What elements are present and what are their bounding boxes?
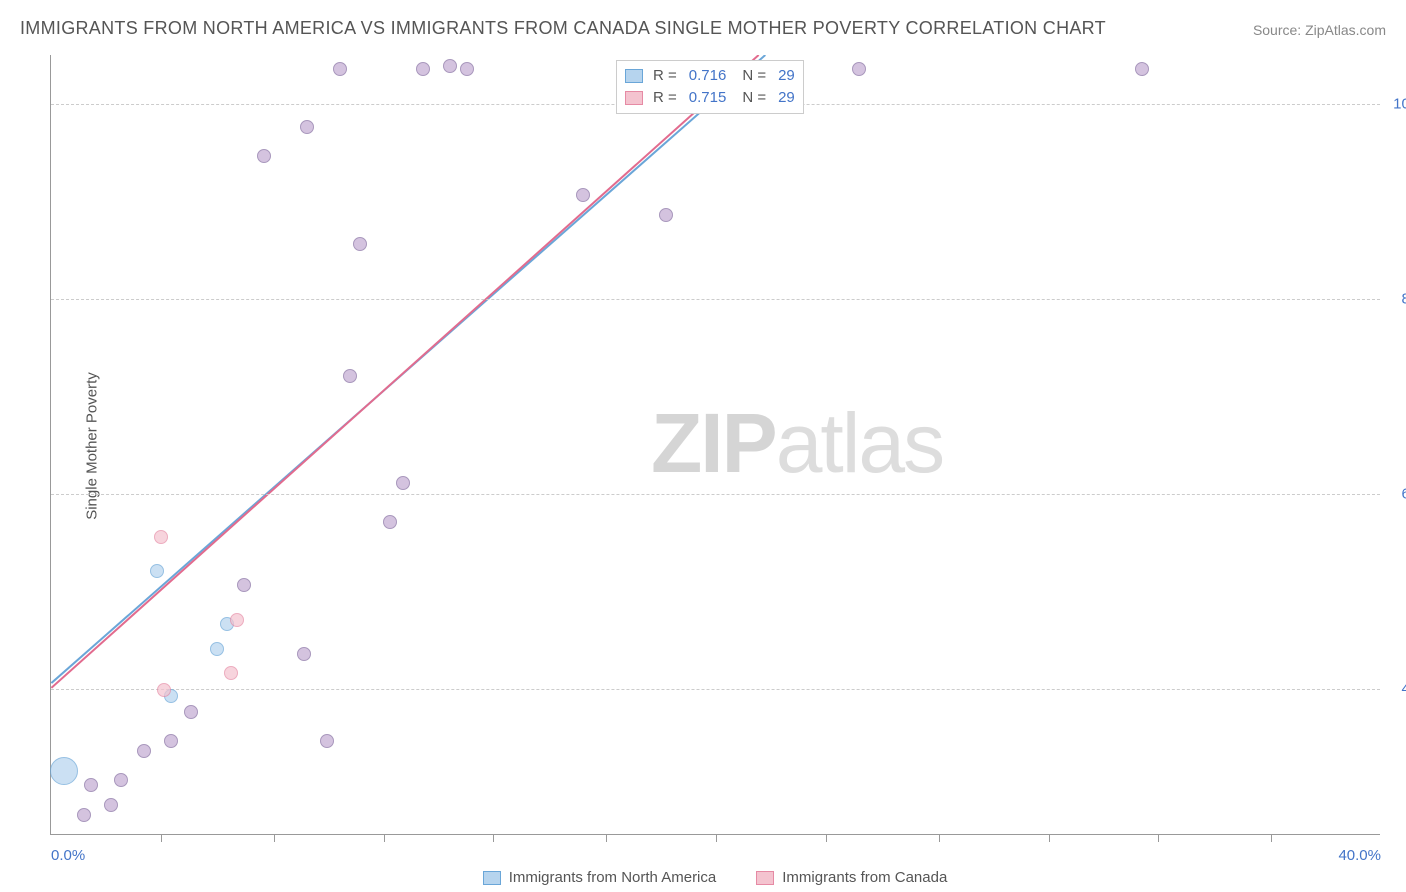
plot-area: ZIPatlas 40.0%60.0%80.0%100.0%0.0%40.0%R… xyxy=(50,55,1380,835)
scatter-point xyxy=(320,734,334,748)
scatter-point xyxy=(383,515,397,529)
n-value: 29 xyxy=(778,87,795,109)
y-tick-label: 100.0% xyxy=(1393,95,1406,112)
grid-h xyxy=(51,299,1380,300)
n-value: 29 xyxy=(778,65,795,87)
scatter-point xyxy=(77,808,91,822)
scatter-point xyxy=(343,369,357,383)
scatter-point xyxy=(184,705,198,719)
scatter-point xyxy=(460,62,474,76)
legend-bottom: Immigrants from North America Immigrants… xyxy=(50,869,1380,886)
n-label: N = xyxy=(742,65,766,87)
x-minor-tick xyxy=(826,834,827,842)
scatter-point xyxy=(257,149,271,163)
legend-bottom-item-1: Immigrants from North America xyxy=(483,869,717,886)
scatter-point xyxy=(852,62,866,76)
scatter-point xyxy=(1135,62,1149,76)
legend-top-row: R = 0.715 N = 29 xyxy=(625,87,795,109)
r-value: 0.716 xyxy=(689,65,727,87)
scatter-point xyxy=(104,798,118,812)
scatter-point xyxy=(237,578,251,592)
x-minor-tick xyxy=(1049,834,1050,842)
scatter-point xyxy=(154,530,168,544)
source-attribution: Source: ZipAtlas.com xyxy=(1253,22,1386,38)
x-minor-tick xyxy=(384,834,385,842)
x-minor-tick xyxy=(939,834,940,842)
scatter-point xyxy=(576,188,590,202)
x-tick-label: 40.0% xyxy=(1338,847,1381,864)
chart-title: IMMIGRANTS FROM NORTH AMERICA VS IMMIGRA… xyxy=(20,18,1106,39)
n-label: N = xyxy=(742,87,766,109)
r-label: R = xyxy=(653,65,677,87)
scatter-point xyxy=(50,757,78,785)
x-minor-tick xyxy=(1158,834,1159,842)
legend-swatch xyxy=(625,69,643,83)
x-minor-tick xyxy=(493,834,494,842)
scatter-point xyxy=(164,734,178,748)
watermark: ZIPatlas xyxy=(651,395,943,492)
x-minor-tick xyxy=(161,834,162,842)
y-tick-label: 60.0% xyxy=(1401,485,1406,502)
legend-label-1: Immigrants from North America xyxy=(509,869,717,886)
scatter-point xyxy=(137,744,151,758)
scatter-point xyxy=(297,647,311,661)
scatter-point xyxy=(150,564,164,578)
legend-top-row: R = 0.716 N = 29 xyxy=(625,65,795,87)
scatter-point xyxy=(333,62,347,76)
scatter-point xyxy=(353,237,367,251)
legend-swatch xyxy=(625,91,643,105)
trend-line xyxy=(51,55,758,688)
scatter-point xyxy=(416,62,430,76)
r-label: R = xyxy=(653,87,677,109)
scatter-point xyxy=(396,476,410,490)
legend-swatch-1 xyxy=(483,871,501,885)
scatter-point xyxy=(300,120,314,134)
scatter-point xyxy=(114,773,128,787)
scatter-point xyxy=(157,683,171,697)
scatter-point xyxy=(230,613,244,627)
y-tick-label: 80.0% xyxy=(1401,290,1406,307)
legend-label-2: Immigrants from Canada xyxy=(782,869,947,886)
x-tick-label: 0.0% xyxy=(51,847,85,864)
scatter-point xyxy=(443,59,457,73)
y-tick-label: 40.0% xyxy=(1401,680,1406,697)
scatter-point xyxy=(224,666,238,680)
scatter-point xyxy=(659,208,673,222)
x-minor-tick xyxy=(606,834,607,842)
watermark-atlas: atlas xyxy=(776,396,943,490)
r-value: 0.715 xyxy=(689,87,727,109)
x-minor-tick xyxy=(1271,834,1272,842)
scatter-point xyxy=(84,778,98,792)
grid-h xyxy=(51,494,1380,495)
trend-lines xyxy=(51,55,1380,834)
scatter-point xyxy=(210,642,224,656)
x-minor-tick xyxy=(274,834,275,842)
grid-h xyxy=(51,689,1380,690)
watermark-zip: ZIP xyxy=(651,396,776,490)
legend-bottom-item-2: Immigrants from Canada xyxy=(756,869,947,886)
legend-top: R = 0.716 N = 29 R = 0.715 N = 29 xyxy=(616,60,804,114)
trend-line xyxy=(51,55,765,683)
legend-swatch-2 xyxy=(756,871,774,885)
x-minor-tick xyxy=(716,834,717,842)
